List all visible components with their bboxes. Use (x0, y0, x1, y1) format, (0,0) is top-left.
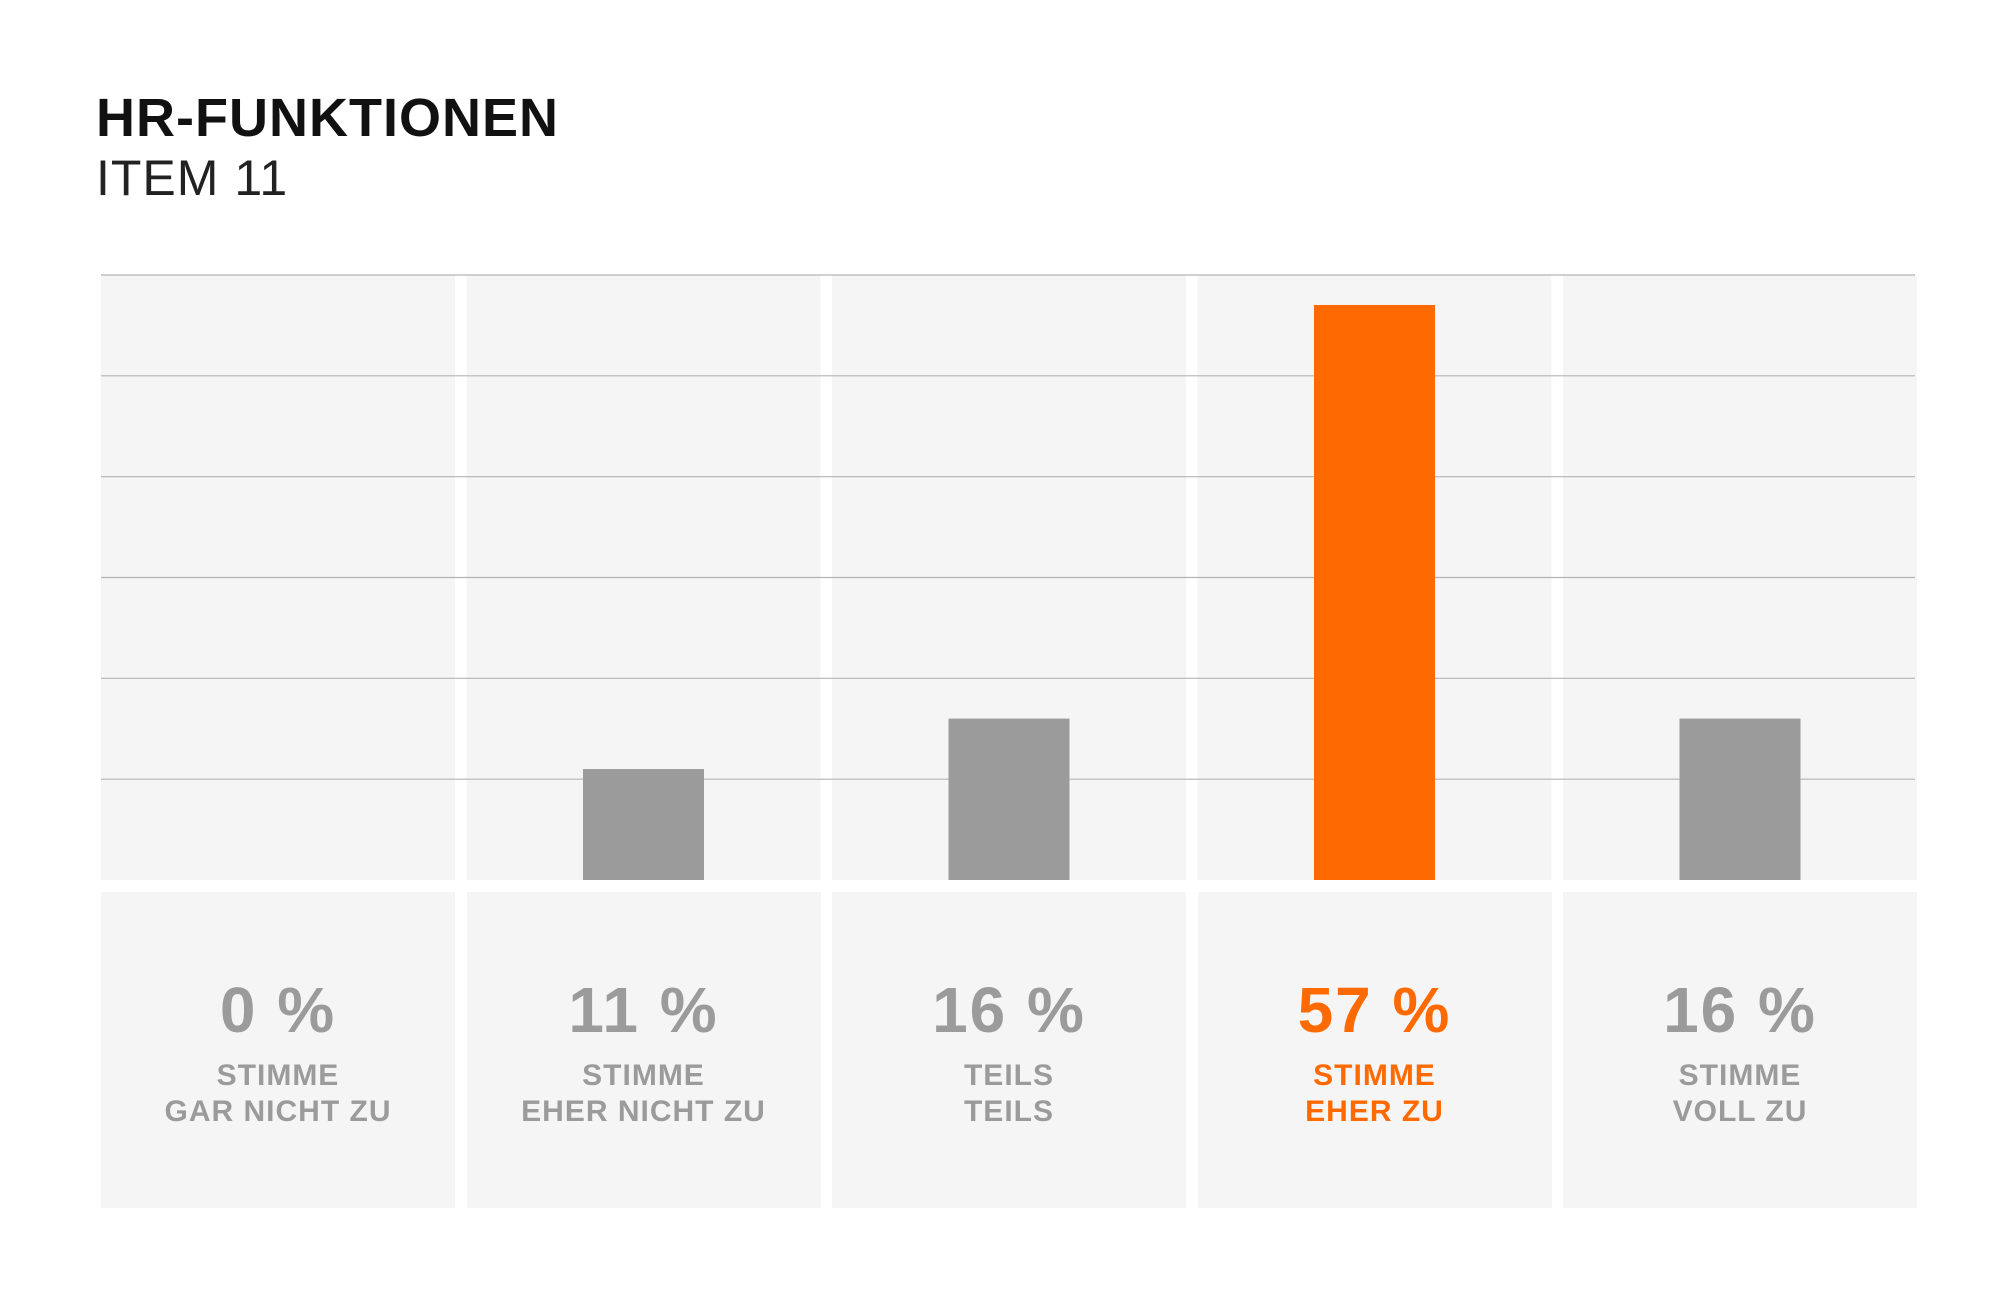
category-label-box: 16 % TEILS TEILS (832, 892, 1186, 1208)
category-label-box: 11 % STIMME EHER NICHT ZU (466, 892, 821, 1208)
bar (1314, 305, 1435, 880)
category-label: TEILS TEILS (963, 1059, 1054, 1128)
category-label: STIMME EHER ZU (1305, 1059, 1444, 1128)
chart-title: HR-FUNKTIONEN (96, 88, 559, 148)
bar (948, 718, 1070, 880)
data-label: 57 % (1297, 974, 1452, 1046)
category-label: STIMME EHER NICHT ZU (521, 1059, 766, 1128)
data-label: 0 % (219, 974, 337, 1046)
category-label-box: 16 % STIMME VOLL ZU (1563, 892, 1917, 1208)
bar (583, 769, 704, 880)
bar (1679, 718, 1801, 880)
chart-subtitle: ITEM 11 (96, 150, 289, 206)
category-label-box: 57 % STIMME EHER ZU (1197, 892, 1552, 1208)
category-label: STIMME VOLL ZU (1672, 1059, 1808, 1128)
data-label: 16 % (1663, 974, 1817, 1046)
data-label: 16 % (932, 974, 1086, 1046)
category-label: STIMME GAR NICHT ZU (164, 1059, 392, 1128)
data-label: 11 % (568, 974, 719, 1046)
category-label-box: 0 % STIMME GAR NICHT ZU (101, 892, 455, 1208)
